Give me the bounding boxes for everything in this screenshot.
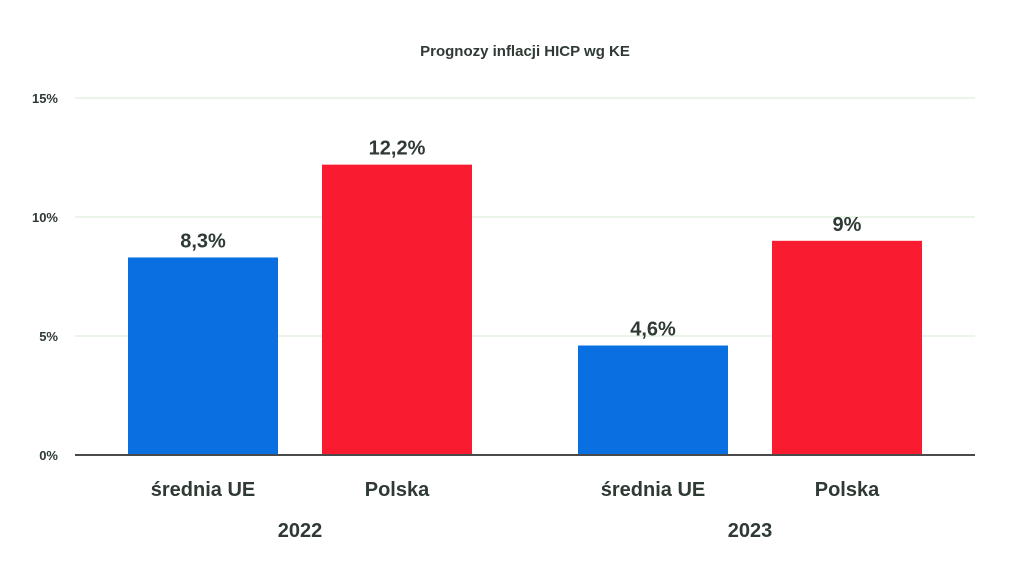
y-tick-label: 5% — [39, 329, 58, 344]
bar — [322, 164, 472, 455]
bars — [128, 164, 922, 455]
y-tick-label: 10% — [32, 210, 58, 225]
bar-value-label: 4,6% — [630, 319, 676, 341]
x-category-label: średnia UE — [151, 479, 255, 501]
x-group-label: 2023 — [728, 520, 773, 542]
chart-title: Prognozy inflacji HICP wg KE — [420, 43, 630, 60]
bar — [128, 257, 278, 455]
bar — [578, 345, 728, 455]
bar-value-label: 12,2% — [369, 138, 426, 160]
data-labels: 8,3% 12,2% 4,6% 9% — [180, 138, 861, 341]
y-tick-label: 15% — [32, 91, 58, 106]
bar-value-label: 9% — [833, 214, 862, 236]
x-category-label: średnia UE — [601, 479, 705, 501]
x-group-label: 2022 — [278, 520, 323, 542]
x-category-label: Polska — [815, 479, 880, 501]
y-axis-ticks: 0% 5% 10% 15% — [32, 91, 58, 463]
bar-value-label: 8,3% — [180, 230, 226, 252]
bar — [772, 240, 922, 455]
x-axis: średnia UE Polska 2022 średnia UE Polska 2023 — [75, 454, 975, 542]
y-tick-label: 0% — [39, 448, 58, 463]
x-category-label: Polska — [365, 479, 430, 501]
